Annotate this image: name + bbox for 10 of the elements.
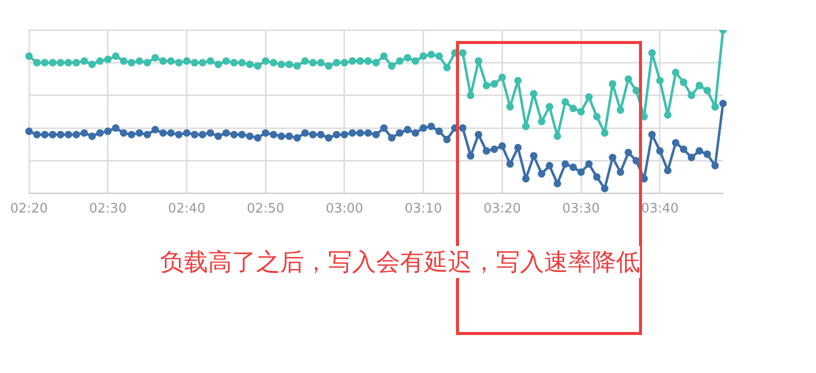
text: 负载高了之后，写入会有延迟，写入速率降低: [160, 246, 640, 278]
x-tick-label: 03:40: [641, 202, 679, 217]
x-tick-label: 02:40: [168, 202, 206, 217]
x-tick-label: 02:30: [89, 202, 127, 217]
x-tick-label: 03:20: [483, 202, 521, 217]
x-tick-label: 03:30: [562, 202, 600, 217]
x-tick-label: 03:00: [326, 202, 364, 217]
x-tick-label: 02:50: [246, 202, 284, 217]
x-tick-label: 02:20: [10, 202, 48, 217]
x-tick-label: 03:10: [404, 202, 442, 217]
